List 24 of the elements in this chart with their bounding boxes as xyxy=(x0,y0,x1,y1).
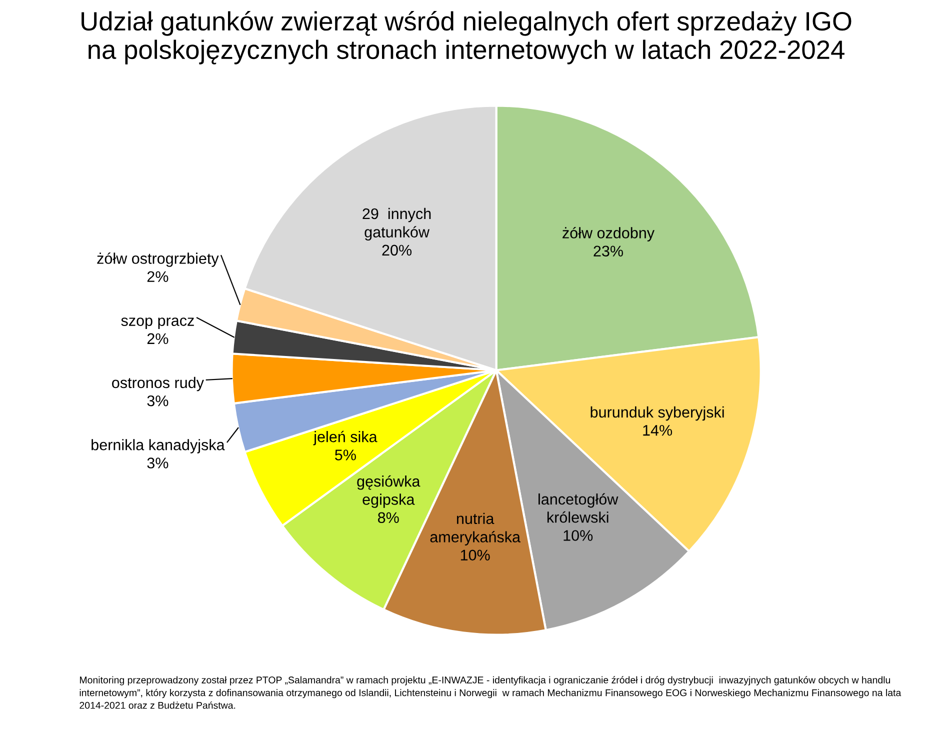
slice-label: szop pracz xyxy=(121,318,194,329)
data-label: 10% xyxy=(460,550,490,561)
chart-title: Udział gatunków zwierząt wśród nielegalnych ofert sprzedaży IGO na polskojęzycznych stronach internetowych w latach 2022-2024 xyxy=(82,10,852,64)
data-label: 3% xyxy=(147,458,168,468)
slice-label: ostronos rudy xyxy=(112,376,204,392)
slice-label: nutria amerykańska xyxy=(430,512,520,546)
slice-label: żółw ostrogrzbiety xyxy=(97,252,219,267)
data-label: 5% xyxy=(335,450,356,460)
data-label: 20% xyxy=(382,244,412,256)
slice-label: bernikla kanadyjska xyxy=(92,439,225,454)
slice-label: jeleń sika xyxy=(313,430,378,446)
data-label: 3% xyxy=(147,395,168,406)
slice-label: gęsiówka egipska xyxy=(357,475,420,508)
data-label: 14% xyxy=(643,424,672,436)
data-label: 10% xyxy=(564,530,593,541)
text: Monitoring przeprowadzony został przez PTOP „Salamandra” w ramach projektu „E-INWAZJE - identyfikacja i ograniczanie źródeł i dróg dystrybucji inwazyjnych gatunków obcych w handlu internetowym”, który korzysta z dofinansowania otrzymanego od Islandii, Lichtensteinu i Norwegii w ramach Mechanizmu Finansowego EOG i Norweskiego Mechanizmu Finansowego na lata 2014-2021 oraz z Budżetu Państwa. xyxy=(80,676,902,709)
slice-label: żółw ozdobny xyxy=(562,226,655,242)
slice-label: lancetogłów królewski xyxy=(538,493,618,523)
slice-label: burunduk syberyjski xyxy=(590,406,724,421)
data-label: 2% xyxy=(147,333,168,344)
data-label: 2% xyxy=(147,271,168,282)
slice-label: 29 innych gatunków xyxy=(362,208,431,241)
data-label: 23% xyxy=(594,246,623,257)
data-label: 8% xyxy=(378,512,399,524)
